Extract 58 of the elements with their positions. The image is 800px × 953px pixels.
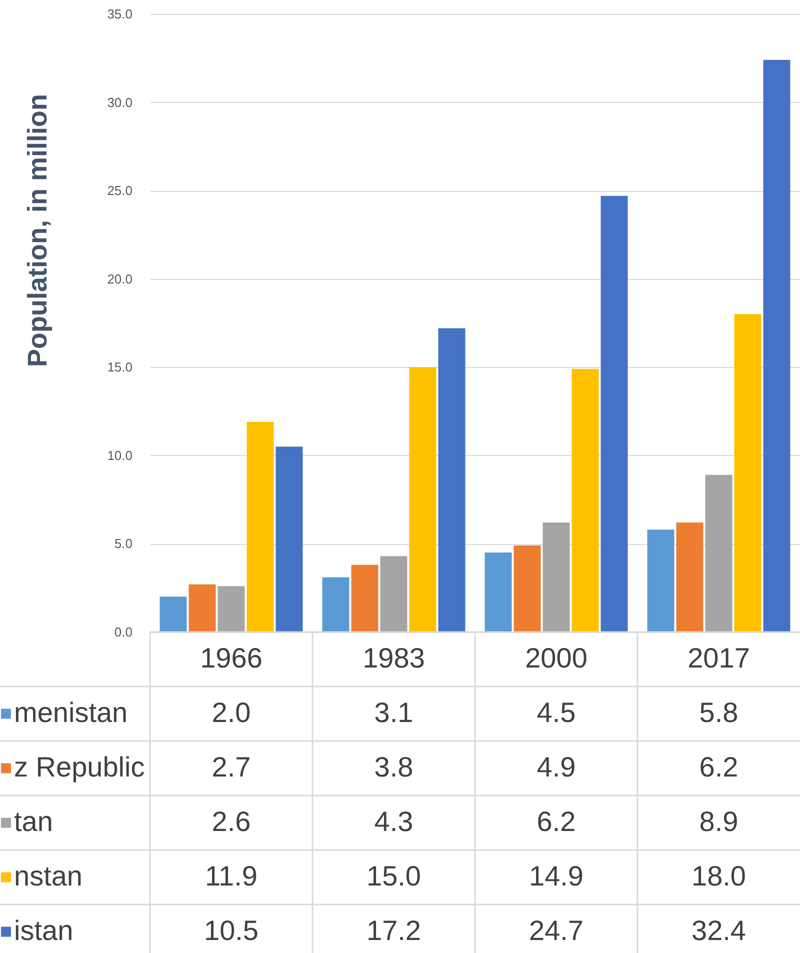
legend-label: tan: [14, 806, 53, 837]
data-label: 10.5: [204, 914, 258, 946]
legend-label: menistan: [14, 696, 128, 728]
data-label: 15.0: [366, 860, 421, 892]
bar: [380, 556, 408, 632]
bar: [438, 328, 466, 632]
data-label: 17.2: [366, 914, 421, 946]
legend-label: istan: [14, 914, 74, 946]
bar: [276, 446, 303, 632]
data-label: 4.3: [374, 806, 414, 837]
data-label: 6.2: [536, 806, 576, 837]
bar: [572, 368, 599, 632]
x-tick-label: 2000: [525, 642, 588, 674]
bar: [218, 586, 245, 632]
data-label: 24.7: [529, 914, 584, 946]
data-label: 2.7: [212, 751, 251, 782]
bar: [705, 474, 732, 632]
y-tick-label: 20.0: [107, 271, 132, 286]
data-label: 14.9: [529, 860, 584, 892]
data-label: 3.8: [374, 751, 414, 782]
bar: [600, 196, 628, 632]
data-label: 6.2: [699, 751, 738, 782]
bar: [514, 545, 541, 632]
data-label: 5.8: [699, 696, 738, 728]
bar: [409, 367, 436, 632]
data-label: 2.6: [212, 806, 251, 837]
legend-label: z Republic: [14, 751, 145, 782]
data-label: 4.9: [536, 751, 576, 782]
data-label: 11.9: [205, 860, 258, 892]
bar: [763, 60, 790, 632]
bar: [351, 564, 378, 632]
y-tick-label: 10.0: [107, 448, 132, 463]
x-tick-label: 1966: [200, 642, 262, 674]
y-tick-label: 35.0: [107, 6, 132, 22]
data-label: 2.0: [212, 696, 251, 728]
bar: [160, 596, 187, 632]
bar: [484, 552, 512, 632]
bar: [322, 577, 350, 632]
data-label: 18.0: [692, 860, 746, 892]
data-label: 4.5: [536, 696, 576, 728]
legend-label: nstan: [14, 860, 82, 892]
y-tick-label: 15.0: [107, 360, 132, 375]
bar: [246, 422, 274, 632]
data-label: 8.9: [699, 806, 738, 837]
y-tick-label: 30.0: [107, 94, 132, 110]
y-tick-label: 25.0: [107, 183, 132, 198]
bar: [676, 522, 704, 632]
y-tick-label: 0.0: [114, 624, 132, 640]
x-tick-label: 1983: [362, 642, 425, 674]
bar: [647, 530, 674, 632]
data-label: 32.4: [692, 914, 746, 946]
y-axis-title: Population, in million: [22, 94, 52, 367]
bar: [734, 314, 762, 632]
bar: [188, 584, 216, 632]
data-label: 3.1: [374, 696, 414, 728]
y-tick-label: 5.0: [114, 536, 132, 552]
bar: [542, 522, 570, 632]
x-tick-label: 2017: [688, 642, 750, 674]
